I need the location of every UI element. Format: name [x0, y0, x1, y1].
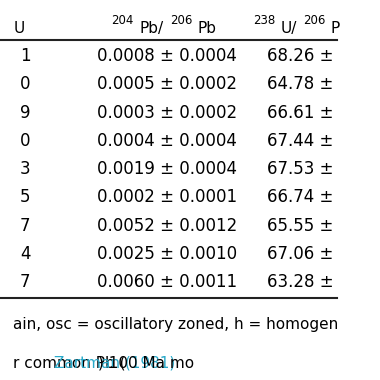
- Text: 67.53 ±: 67.53 ±: [267, 160, 333, 178]
- Text: 0.0052 ± 0.0012: 0.0052 ± 0.0012: [97, 217, 237, 235]
- Text: 0: 0: [20, 75, 30, 93]
- Text: Pb/: Pb/: [139, 21, 163, 36]
- Text: 7: 7: [20, 273, 30, 291]
- Text: Zartman (1981): Zartman (1981): [54, 355, 176, 370]
- Text: 204: 204: [111, 14, 134, 27]
- Text: 0.0008 ± 0.0004: 0.0008 ± 0.0004: [97, 47, 237, 65]
- Text: 0.0003 ± 0.0002: 0.0003 ± 0.0002: [97, 103, 237, 122]
- Text: 0.0060 ± 0.0011: 0.0060 ± 0.0011: [97, 273, 237, 291]
- Text: U/: U/: [281, 21, 297, 36]
- Text: U: U: [14, 21, 25, 36]
- Text: 238: 238: [253, 14, 276, 27]
- Text: P: P: [330, 21, 339, 36]
- Text: 63.28 ±: 63.28 ±: [267, 273, 333, 291]
- Text: 7: 7: [20, 217, 30, 235]
- Text: 9: 9: [20, 103, 30, 122]
- Text: 66.74 ±: 66.74 ±: [267, 188, 333, 206]
- Text: Pb: Pb: [198, 21, 217, 36]
- Text: ain, osc = oscillatory zoned, h = homogen: ain, osc = oscillatory zoned, h = homoge…: [14, 317, 339, 332]
- Text: 66.61 ±: 66.61 ±: [267, 103, 333, 122]
- Text: 0.0025 ± 0.0010: 0.0025 ± 0.0010: [97, 245, 237, 263]
- Text: 0.0019 ± 0.0004: 0.0019 ± 0.0004: [97, 160, 237, 178]
- Text: 3: 3: [20, 160, 30, 178]
- Text: 67.06 ±: 67.06 ±: [267, 245, 333, 263]
- Text: ) 100 Ma mo: ) 100 Ma mo: [98, 355, 194, 370]
- Text: 0.0002 ± 0.0001: 0.0002 ± 0.0001: [97, 188, 237, 206]
- Text: 67.44 ±: 67.44 ±: [267, 132, 333, 150]
- Text: 5: 5: [20, 188, 30, 206]
- Text: 1: 1: [20, 47, 30, 65]
- Text: 4: 4: [20, 245, 30, 263]
- Text: 206: 206: [170, 14, 192, 27]
- Text: 64.78 ±: 64.78 ±: [267, 75, 333, 93]
- Text: 0.0005 ± 0.0002: 0.0005 ± 0.0002: [97, 75, 237, 93]
- Text: 206: 206: [303, 14, 325, 27]
- Text: 0.0004 ± 0.0004: 0.0004 ± 0.0004: [97, 132, 237, 150]
- Text: r common Pb (: r common Pb (: [14, 355, 126, 370]
- Text: 65.55 ±: 65.55 ±: [267, 217, 333, 235]
- Text: 0: 0: [20, 132, 30, 150]
- Text: 68.26 ±: 68.26 ±: [267, 47, 333, 65]
